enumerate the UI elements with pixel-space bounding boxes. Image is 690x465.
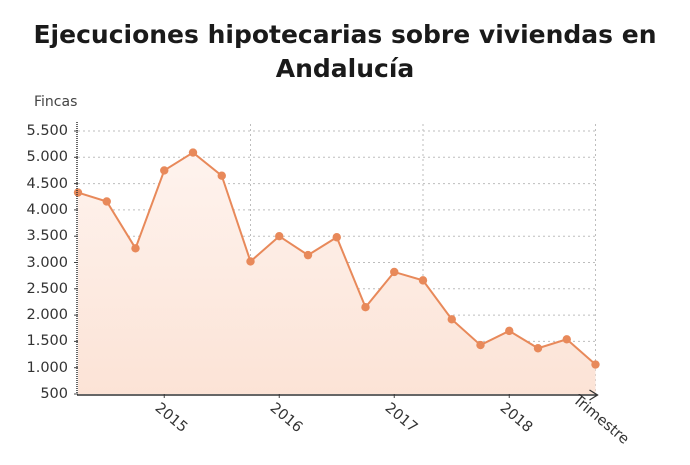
data-point [533, 344, 543, 353]
y-tick-label: 5.000 [26, 149, 68, 166]
data-point [102, 197, 111, 206]
y-tick-label: 4.000 [26, 201, 68, 218]
data-point [160, 166, 169, 175]
chart-title-line2: Andalucía [275, 54, 415, 83]
chart-title: Ejecuciones hipotecarias sobre viviendas… [0, 18, 690, 86]
y-tick-label: 2.500 [26, 280, 68, 297]
data-point [418, 276, 428, 285]
y-tick-label: 2.000 [26, 307, 68, 324]
data-point [246, 257, 255, 266]
chart-title-line1: Ejecuciones hipotecarias sobre viviendas… [33, 20, 657, 49]
data-point [390, 267, 399, 277]
y-tick-label: 4.500 [26, 175, 68, 192]
data-point [217, 171, 226, 180]
area-fill [78, 152, 596, 394]
data-point [73, 188, 83, 197]
data-point [275, 232, 284, 241]
axes [74, 122, 599, 401]
data-point [562, 335, 571, 344]
y-tick-label: 3.000 [26, 254, 68, 271]
y-tick-label: 500 [40, 386, 68, 402]
data-point [476, 340, 485, 350]
data-point [505, 326, 514, 336]
y-axis-label: Fincas [34, 94, 78, 110]
data-point [188, 148, 198, 157]
data-point [447, 315, 456, 324]
y-tick-label: 5.500 [26, 123, 68, 139]
y-tick-label: 1.000 [26, 359, 68, 376]
data-point [591, 360, 600, 369]
y-tick-label: 3.500 [26, 228, 68, 245]
y-tick-label: 1.500 [26, 333, 68, 350]
data-point [332, 233, 341, 242]
data-point [303, 250, 313, 260]
data-point [361, 303, 370, 312]
data-point [131, 244, 140, 253]
data-markers [73, 148, 600, 369]
